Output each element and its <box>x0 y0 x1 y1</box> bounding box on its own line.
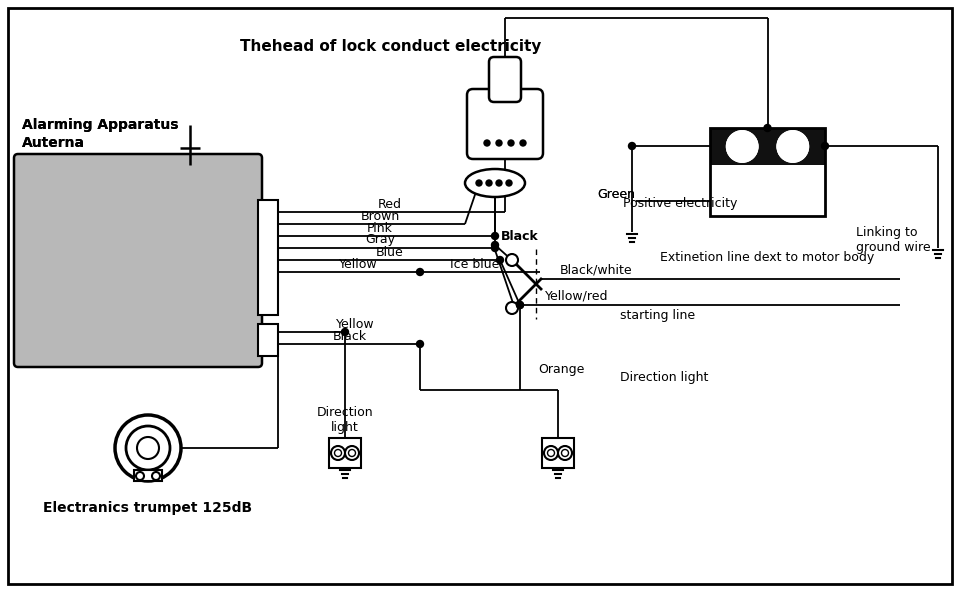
Text: Green: Green <box>597 189 635 202</box>
Bar <box>710 128 825 165</box>
Bar <box>710 165 825 216</box>
Text: Yellow: Yellow <box>339 257 377 270</box>
FancyBboxPatch shape <box>14 154 262 367</box>
Circle shape <box>506 254 518 266</box>
Circle shape <box>506 180 512 186</box>
Text: Alarming Apparatus: Alarming Apparatus <box>22 118 179 132</box>
Circle shape <box>348 449 355 457</box>
Text: Alarming Apparatus: Alarming Apparatus <box>22 118 179 132</box>
Bar <box>542 438 574 468</box>
Text: Gray: Gray <box>365 234 395 247</box>
Text: Brown: Brown <box>360 209 399 222</box>
Text: Positive electricity: Positive electricity <box>623 197 737 211</box>
Bar <box>710 128 825 216</box>
Circle shape <box>516 301 523 308</box>
Text: Auterna: Auterna <box>22 136 85 150</box>
Circle shape <box>417 340 423 347</box>
Circle shape <box>492 244 498 251</box>
FancyBboxPatch shape <box>489 57 521 102</box>
Circle shape <box>516 301 523 308</box>
Text: Direction light: Direction light <box>620 371 708 384</box>
Text: Green: Green <box>597 189 635 202</box>
Circle shape <box>486 180 492 186</box>
Circle shape <box>506 302 518 314</box>
Circle shape <box>544 446 558 460</box>
Circle shape <box>496 257 503 263</box>
Ellipse shape <box>465 169 525 197</box>
Circle shape <box>822 142 828 149</box>
Circle shape <box>417 269 423 276</box>
Circle shape <box>629 142 636 149</box>
Circle shape <box>152 472 160 480</box>
Text: Black: Black <box>501 231 539 244</box>
Circle shape <box>496 140 502 146</box>
Circle shape <box>137 437 159 459</box>
Circle shape <box>558 446 572 460</box>
Text: Extinetion line dext to motor body: Extinetion line dext to motor body <box>660 251 875 264</box>
Circle shape <box>331 446 345 460</box>
Text: Auterna: Auterna <box>22 136 85 150</box>
Text: Yellow: Yellow <box>336 317 374 330</box>
Circle shape <box>115 415 181 481</box>
Bar <box>134 470 162 481</box>
Circle shape <box>547 449 555 457</box>
Text: Direction
light: Direction light <box>317 406 373 434</box>
Circle shape <box>496 180 502 186</box>
Circle shape <box>764 125 771 132</box>
FancyBboxPatch shape <box>467 89 543 159</box>
Text: Black: Black <box>333 330 367 343</box>
Bar <box>258 324 278 356</box>
Text: Black/white: Black/white <box>560 263 633 276</box>
Text: Thehead of lock conduct electricity: Thehead of lock conduct electricity <box>240 40 541 55</box>
Bar <box>258 200 278 315</box>
Circle shape <box>492 241 498 248</box>
Circle shape <box>342 329 348 336</box>
Text: starting line: starting line <box>620 308 695 321</box>
Text: Orange: Orange <box>538 364 585 377</box>
Circle shape <box>562 449 568 457</box>
Circle shape <box>492 232 498 240</box>
Circle shape <box>334 449 342 457</box>
Circle shape <box>728 132 757 161</box>
Circle shape <box>126 426 170 470</box>
Circle shape <box>508 140 514 146</box>
Circle shape <box>484 140 490 146</box>
Text: Electranics trumpet 125dB: Electranics trumpet 125dB <box>43 501 252 515</box>
Circle shape <box>520 140 526 146</box>
Circle shape <box>136 472 144 480</box>
Circle shape <box>476 180 482 186</box>
Circle shape <box>345 446 359 460</box>
Text: Pink: Pink <box>367 222 393 234</box>
Bar <box>329 438 361 468</box>
Text: Blue: Blue <box>376 246 404 259</box>
Text: Red: Red <box>378 197 402 211</box>
Text: Linking to
ground wire: Linking to ground wire <box>856 226 930 254</box>
Text: Yellow/red: Yellow/red <box>545 289 609 302</box>
Text: 9P: 9P <box>261 253 275 263</box>
Text: Ice blue: Ice blue <box>450 257 500 270</box>
Circle shape <box>778 132 807 161</box>
Text: 2P: 2P <box>261 335 275 345</box>
